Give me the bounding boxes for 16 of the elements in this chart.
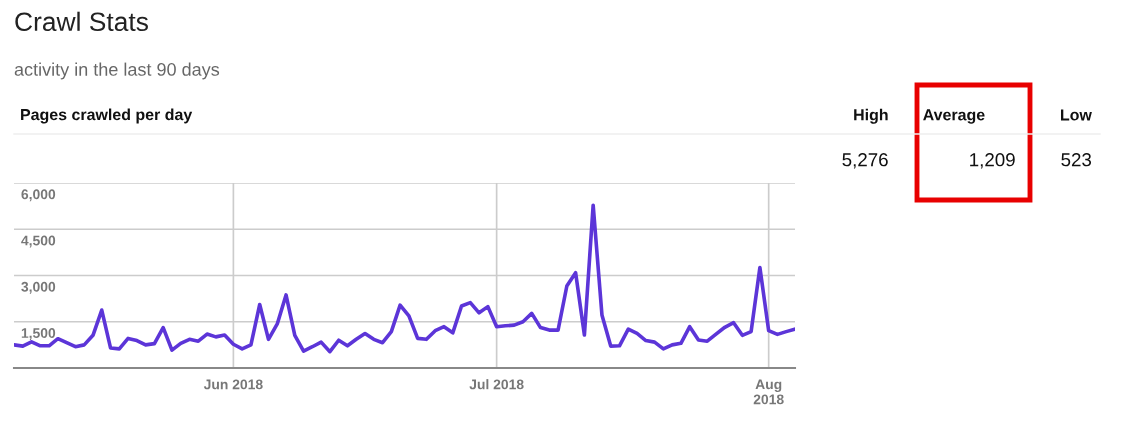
category-label: Low	[1061, 109, 1092, 121]
x-tick-label: Aug 2018	[753, 379, 784, 405]
x-tick-label: Jun 2018	[203, 379, 263, 390]
y-tick-label: 3,000	[21, 281, 56, 294]
y-tick-label: 6,000	[21, 189, 56, 202]
text: 1,209	[970, 153, 1015, 169]
chart-subtitle: activity in the last 90 days	[14, 62, 220, 80]
text: 5,276	[842, 153, 888, 169]
y-tick-label: 1,500	[21, 328, 56, 340]
category-label: High	[854, 108, 888, 124]
text: Pages crawled per day	[21, 108, 193, 124]
text: 523	[1061, 153, 1092, 167]
y-tick-label: 4,500	[21, 235, 56, 248]
x-tick-label: Jul 2018	[469, 379, 524, 390]
chart-title: Crawl Stats	[15, 11, 148, 32]
category-label: Average	[923, 109, 985, 124]
